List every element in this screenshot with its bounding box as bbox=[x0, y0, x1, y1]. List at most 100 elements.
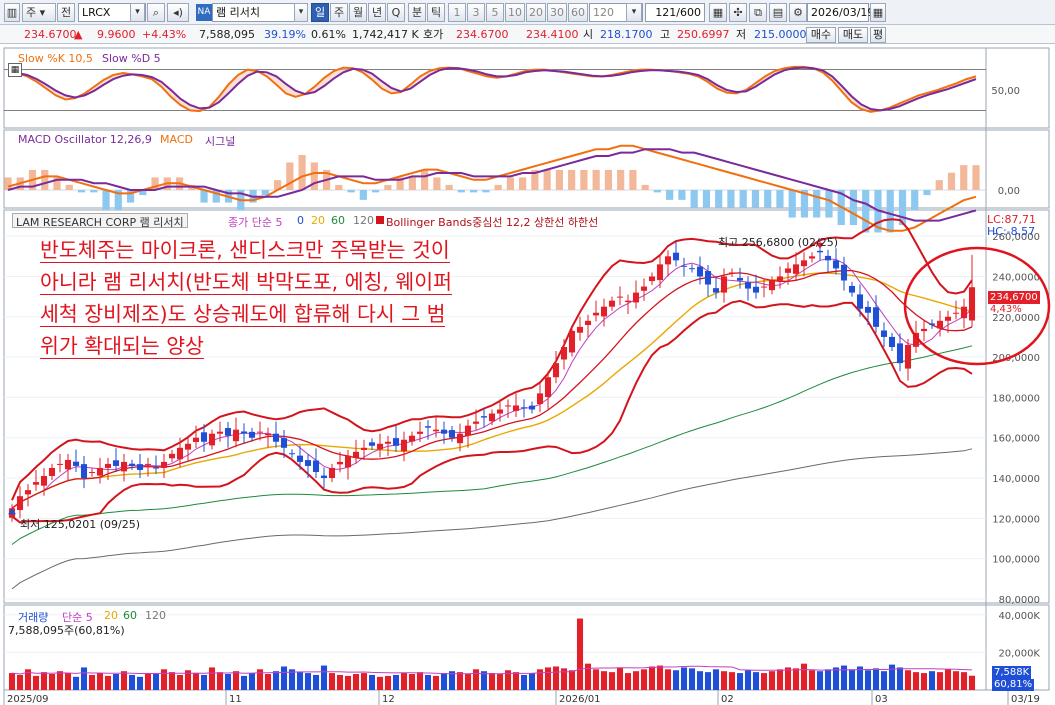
last-volume-tag: 7,588K bbox=[992, 666, 1032, 679]
volume-bar bbox=[864, 670, 872, 690]
candle-body bbox=[952, 312, 960, 314]
candle-body bbox=[712, 288, 720, 293]
chart-overlay bbox=[8, 242, 1051, 515]
volume-title: 거래량 bbox=[18, 611, 49, 624]
period-day[interactable]: 일 bbox=[311, 3, 329, 22]
volume-bar bbox=[720, 671, 728, 690]
macd-osc-bar bbox=[384, 184, 392, 190]
market-select[interactable]: 주 ▾ bbox=[22, 3, 56, 22]
interval-30[interactable]: 30 bbox=[547, 3, 567, 22]
candle-body bbox=[184, 443, 192, 450]
last-pct-tag: 4,43% bbox=[990, 304, 1022, 315]
candle-body bbox=[176, 447, 184, 460]
ma-period-0: 0 bbox=[297, 214, 304, 227]
period-quarter[interactable]: Q bbox=[387, 3, 405, 22]
volume-bar bbox=[48, 674, 56, 690]
period-year[interactable]: 년 bbox=[368, 3, 386, 22]
interval-3[interactable]: 3 bbox=[467, 3, 485, 22]
market-alt-button[interactable]: 전 bbox=[57, 3, 75, 22]
macd-osc-bar bbox=[702, 190, 711, 208]
volume-bar bbox=[432, 675, 440, 690]
volume-bar bbox=[168, 672, 176, 690]
period-minute[interactable]: 분 bbox=[408, 3, 426, 22]
macd-osc-bar bbox=[4, 177, 12, 190]
interval-5[interactable]: 5 bbox=[486, 3, 504, 22]
candle-body bbox=[736, 277, 744, 281]
volume-bar bbox=[488, 673, 496, 690]
period-tick[interactable]: 틱 bbox=[427, 3, 445, 22]
date-input[interactable]: 2026/03/19 bbox=[807, 3, 874, 22]
interval-1[interactable]: 1 bbox=[448, 3, 466, 22]
interval-60[interactable]: 60 bbox=[568, 3, 588, 22]
macd-osc-bar bbox=[935, 180, 943, 190]
macd-osc-bar bbox=[751, 190, 760, 208]
search-icon[interactable]: ⌕ bbox=[147, 3, 165, 22]
candle-body bbox=[256, 431, 264, 433]
volume-bar bbox=[840, 665, 848, 690]
macd-osc-bar bbox=[592, 169, 600, 190]
volume-bar bbox=[728, 672, 736, 690]
volume-bar bbox=[64, 673, 72, 690]
security-name-label: LAM RESEARCH CORP 램 리서치 bbox=[12, 213, 188, 229]
ticker-value: LRCX bbox=[82, 6, 111, 19]
volume-bar bbox=[192, 673, 200, 690]
market-select-label: 주 bbox=[26, 6, 37, 19]
company-dropdown-icon[interactable]: ▾ bbox=[294, 3, 308, 22]
period-week[interactable]: 주 bbox=[330, 3, 348, 22]
stoch-title-k: Slow %K 10,5 bbox=[18, 52, 93, 65]
volume-bar bbox=[304, 673, 312, 690]
calendar-icon[interactable]: ▦ bbox=[870, 3, 886, 22]
screenshot-icon[interactable]: ⧉ bbox=[749, 3, 767, 22]
gear-icon[interactable]: ⚙ bbox=[789, 3, 807, 22]
speaker-icon[interactable]: ◂) bbox=[167, 3, 189, 22]
volume-bar bbox=[112, 674, 120, 690]
bar-count-input[interactable]: 121/600 bbox=[645, 3, 705, 22]
print-icon[interactable]: ▤ bbox=[769, 3, 787, 22]
volume-bar bbox=[216, 672, 224, 690]
ticker-dropdown-icon[interactable]: ▾ bbox=[130, 3, 145, 22]
macd-osc-bar bbox=[212, 190, 220, 203]
panel-table-icon[interactable]: ▦ bbox=[8, 63, 22, 77]
macd-osc-bar bbox=[911, 190, 919, 211]
candle-body bbox=[88, 471, 96, 473]
interval-10[interactable]: 10 bbox=[505, 3, 525, 22]
macd-osc-bar bbox=[764, 190, 772, 208]
candle-body bbox=[200, 432, 208, 442]
interval-dropdown-icon[interactable]: ▾ bbox=[626, 3, 642, 22]
sell-button[interactable]: 매도 bbox=[838, 27, 868, 43]
ticker-input[interactable]: LRCX bbox=[78, 3, 146, 22]
volume-bar bbox=[424, 674, 432, 690]
volume-bar bbox=[968, 675, 976, 690]
candle-body bbox=[624, 300, 632, 303]
macd-osc-bar bbox=[972, 165, 980, 190]
average-button[interactable]: 평 bbox=[870, 27, 886, 43]
volume-bar bbox=[648, 666, 656, 690]
volume-bar bbox=[352, 674, 360, 690]
window-menu-icon[interactable]: ▥ bbox=[4, 3, 20, 22]
crosshair-icon[interactable]: ✣ bbox=[729, 3, 747, 22]
chart-area[interactable]: 80,0000 100,0000 120,0000 140,0000 160,0000 1… bbox=[0, 44, 1055, 705]
volume-bar bbox=[224, 674, 232, 690]
volume-bar bbox=[296, 672, 304, 690]
candle-body bbox=[384, 441, 392, 444]
volume-bar bbox=[768, 671, 776, 690]
macd-osc-bar bbox=[359, 190, 367, 200]
candle-body bbox=[536, 393, 544, 405]
macd-osc-bar bbox=[286, 162, 294, 190]
volume-bar bbox=[912, 672, 920, 690]
candle-body bbox=[848, 285, 856, 293]
macd-osc-bar bbox=[65, 184, 73, 190]
bollinger-upper bbox=[11, 218, 973, 501]
period-month[interactable]: 월 bbox=[349, 3, 367, 22]
buy-button[interactable]: 매수 bbox=[806, 27, 836, 43]
volume-bar bbox=[936, 672, 944, 690]
price-tick-label: 220,0000 bbox=[992, 313, 1040, 324]
candle-body bbox=[864, 306, 872, 313]
interval-20[interactable]: 20 bbox=[526, 3, 546, 22]
grid-icon[interactable]: ▦ bbox=[709, 3, 727, 22]
bollinger-legend-swatch bbox=[376, 216, 384, 224]
candle-body bbox=[328, 467, 336, 479]
candle-body bbox=[944, 316, 952, 321]
last-price-tag: 234,6700 bbox=[988, 291, 1040, 304]
company-name-field[interactable]: 램 리서치 bbox=[212, 3, 308, 22]
